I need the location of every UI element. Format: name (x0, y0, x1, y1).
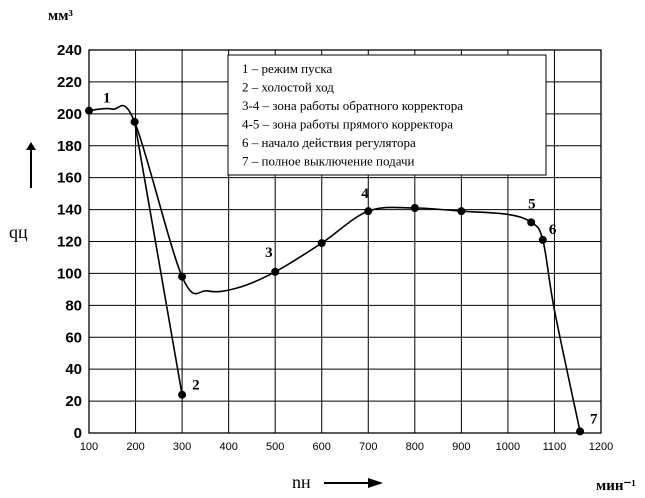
legend-entry: 1 – режим пуска (242, 61, 333, 76)
plot-frame (88, 49, 602, 434)
x-tick-label: 600 (313, 441, 331, 453)
legend-entry: 7 – полное выключение подачи (242, 154, 415, 169)
x-tick-label: 900 (452, 441, 470, 453)
x-tick-label: 700 (359, 441, 377, 453)
y-tick-label: 100 (57, 265, 82, 282)
y-tick-label: 180 (57, 138, 82, 155)
legend-box (227, 54, 547, 176)
y-tick-label: 20 (65, 393, 82, 410)
y-tick-label: 240 (57, 42, 82, 59)
legend-entry: 6 – начало действия регулятора (242, 135, 416, 150)
x-tick-label: 1000 (496, 441, 520, 453)
idle-curve (133, 121, 183, 395)
x-tick-label: 1200 (589, 441, 613, 453)
point-labels: 1 2 3 4 56 7 (103, 91, 598, 428)
data-point (457, 207, 466, 216)
point-label-5: 5 (528, 196, 536, 212)
y-axis-label: qц (9, 222, 28, 242)
x-tick-labels: 100 200 300 400 500 600 700 800 900 1000 1100 1200 (80, 441, 613, 453)
y-tick-label: 220 (57, 74, 82, 91)
y-tick-label: 60 (65, 329, 82, 346)
point-label-2: 2 (192, 378, 200, 394)
y-tick-label: 40 (65, 361, 82, 378)
y-tick-label: 120 (57, 234, 82, 251)
x-tick-label: 500 (266, 441, 284, 453)
data-point (527, 218, 536, 227)
y-unit-label: мм³ (48, 8, 73, 24)
data-point (410, 203, 419, 212)
y-tick-label: 140 (57, 202, 82, 219)
y-tick-label: 200 (57, 106, 82, 123)
point-label-3: 3 (265, 245, 273, 261)
y-tick-label: 160 (57, 170, 82, 187)
point-label-7: 7 (590, 411, 598, 427)
y-axis-arrow (26, 142, 36, 188)
x-axis-label: nн (292, 472, 311, 492)
data-point (576, 427, 585, 436)
data-point (317, 239, 326, 248)
legend-entry: 3-4 – зона работы обратного корректора (242, 98, 463, 113)
x-tick-label: 100 (80, 441, 98, 453)
point-label-1: 1 (103, 91, 111, 107)
data-points (85, 106, 585, 436)
data-point (130, 117, 139, 126)
x-tick-label: 800 (406, 441, 424, 453)
legend-entry: 2 – холостой ход (242, 80, 334, 95)
y-tick-label: 80 (65, 297, 82, 314)
legend-entry: 4-5 – зона работы прямого корректора (242, 117, 453, 132)
plot-border (88, 49, 602, 434)
x-tick-label: 400 (219, 441, 237, 453)
x-tick-label: 300 (173, 441, 191, 453)
data-point (538, 235, 547, 244)
legend: 1 – режим пуска 2 – холостой ход 3-4 – зон… (227, 54, 547, 176)
x-axis-arrow (324, 478, 383, 488)
x-tick-label: 1100 (543, 441, 567, 453)
data-point (85, 106, 93, 115)
y-tick-label: 0 (74, 425, 82, 442)
data-point (364, 207, 373, 216)
data-point (178, 390, 187, 399)
x-unit-label: мин⁻¹ (596, 478, 636, 494)
data-point (178, 272, 187, 281)
point-label-4: 4 (361, 186, 369, 202)
x-tick-label: 200 (126, 441, 144, 453)
data-point (271, 267, 280, 276)
point-label-6: 6 (549, 222, 557, 238)
y-tick-labels: 0 20 40 60 80 100 120 140 160 180 200 220 240 (57, 42, 82, 442)
